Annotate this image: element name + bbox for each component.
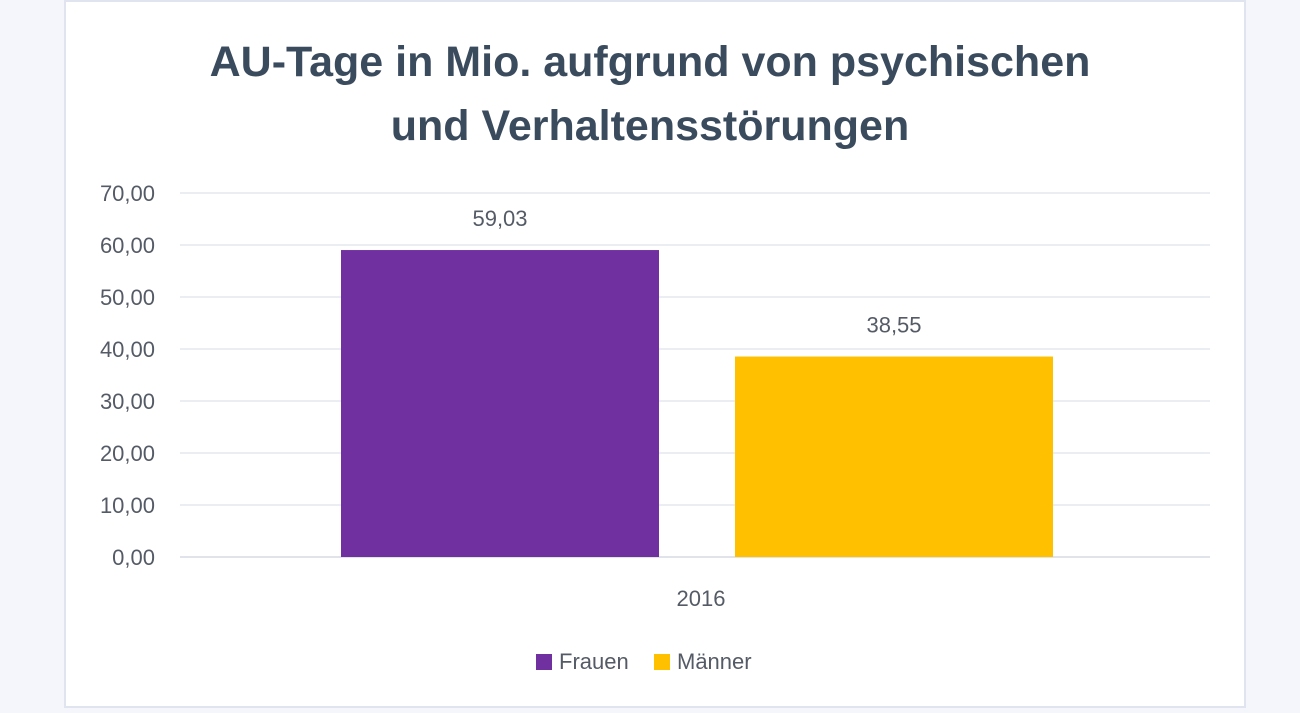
chart-title-line-1: AU-Tage in Mio. aufgrund von psychischen [209,38,1091,86]
x-tick-label: 2016 [677,586,726,611]
y-tick-label: 40,00 [100,337,155,362]
y-tick-label: 0,00 [112,545,155,570]
legend-label: Männer [677,649,752,674]
data-label: 38,55 [866,313,921,338]
y-tick-label: 70,00 [100,181,155,206]
chart-title-line-2: und Verhaltensstörungen [390,102,910,150]
bars [341,250,1053,557]
y-tick-label: 60,00 [100,233,155,258]
y-tick-label: 20,00 [100,441,155,466]
legend: Frauen Männer [536,649,752,674]
y-tick-label: 30,00 [100,389,155,414]
legend-label: Frauen [559,649,629,674]
legend-swatch [654,654,670,670]
y-axis-ticks: 0,00 10,00 20,00 30,00 40,00 50,00 60,00 70,00 [100,181,155,570]
x-axis-ticks: 2016 [677,586,726,611]
y-tick-label: 10,00 [100,493,155,518]
grid-lines [180,192,1210,558]
data-label: 59,03 [472,206,527,231]
chart-title: AU-Tage in Mio. aufgrund von psychischen… [0,30,1300,158]
bar-m-nner [735,356,1053,557]
data-labels: 59,03 38,55 [472,206,921,337]
bar-frauen [341,250,659,557]
legend-swatch [536,654,552,670]
y-tick-label: 50,00 [100,285,155,310]
